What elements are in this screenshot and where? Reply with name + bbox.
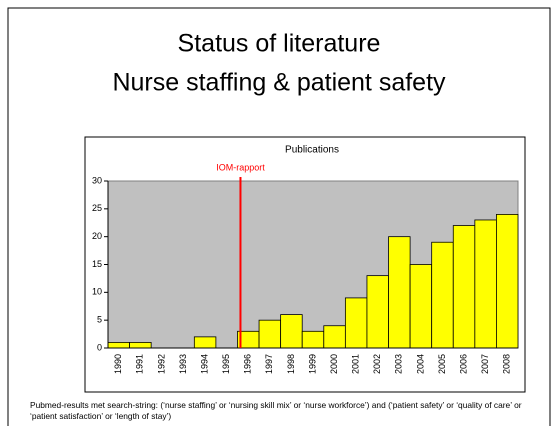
y-tick-label: 5 [97, 315, 102, 325]
bar [323, 325, 346, 349]
x-tick-label: 2004 [415, 354, 425, 374]
bar [258, 319, 282, 349]
bar [129, 342, 152, 349]
x-tick-label: 2000 [329, 354, 339, 374]
x-tick-label: 1996 [243, 354, 253, 374]
y-tick-label: 10 [92, 287, 102, 297]
bar [409, 264, 433, 349]
x-tick-label: 1991 [135, 354, 145, 374]
bar [107, 342, 130, 349]
x-tick-label: 2006 [458, 354, 468, 374]
chart-title: Publications [285, 145, 339, 156]
slide-title: Status of literature [178, 30, 381, 58]
y-tick-label: 20 [92, 231, 102, 241]
y-tick-label: 25 [92, 203, 102, 213]
bar [496, 213, 519, 349]
x-tick-label: 2003 [394, 354, 404, 374]
x-tick-label: 1995 [221, 354, 231, 374]
y-tick-label: 0 [97, 342, 102, 352]
x-tick-label: 1990 [113, 354, 123, 374]
footnote: Pubmed-results met search-string: (‘nurs… [30, 400, 522, 421]
x-tick-label: 1994 [199, 354, 209, 374]
x-tick-label: 1999 [307, 354, 317, 374]
bar [301, 330, 325, 349]
x-tick-label: 1997 [264, 354, 274, 374]
x-tick-label: 2008 [502, 354, 512, 374]
bar [366, 275, 389, 349]
bar [474, 219, 497, 349]
y-tick-label: 15 [92, 259, 102, 269]
bar [388, 236, 411, 349]
annotation-label: IOM-rapport [216, 162, 265, 172]
x-tick-label: 2001 [351, 354, 361, 374]
bar [193, 336, 217, 349]
bar [431, 241, 454, 349]
bar [452, 225, 476, 349]
bar [344, 297, 368, 349]
x-tick-label: 1998 [286, 354, 296, 374]
y-tick-label: 30 [92, 175, 102, 185]
x-tick-label: 2005 [437, 354, 447, 374]
x-tick-label: 1993 [178, 354, 188, 374]
x-tick-label: 1992 [156, 354, 166, 374]
slide-border [7, 7, 551, 426]
x-tick-label: 2007 [480, 354, 490, 374]
slide-title: Nurse staffing & patient safety [112, 69, 446, 97]
x-tick-label: 2002 [372, 354, 382, 374]
bar [280, 314, 303, 349]
